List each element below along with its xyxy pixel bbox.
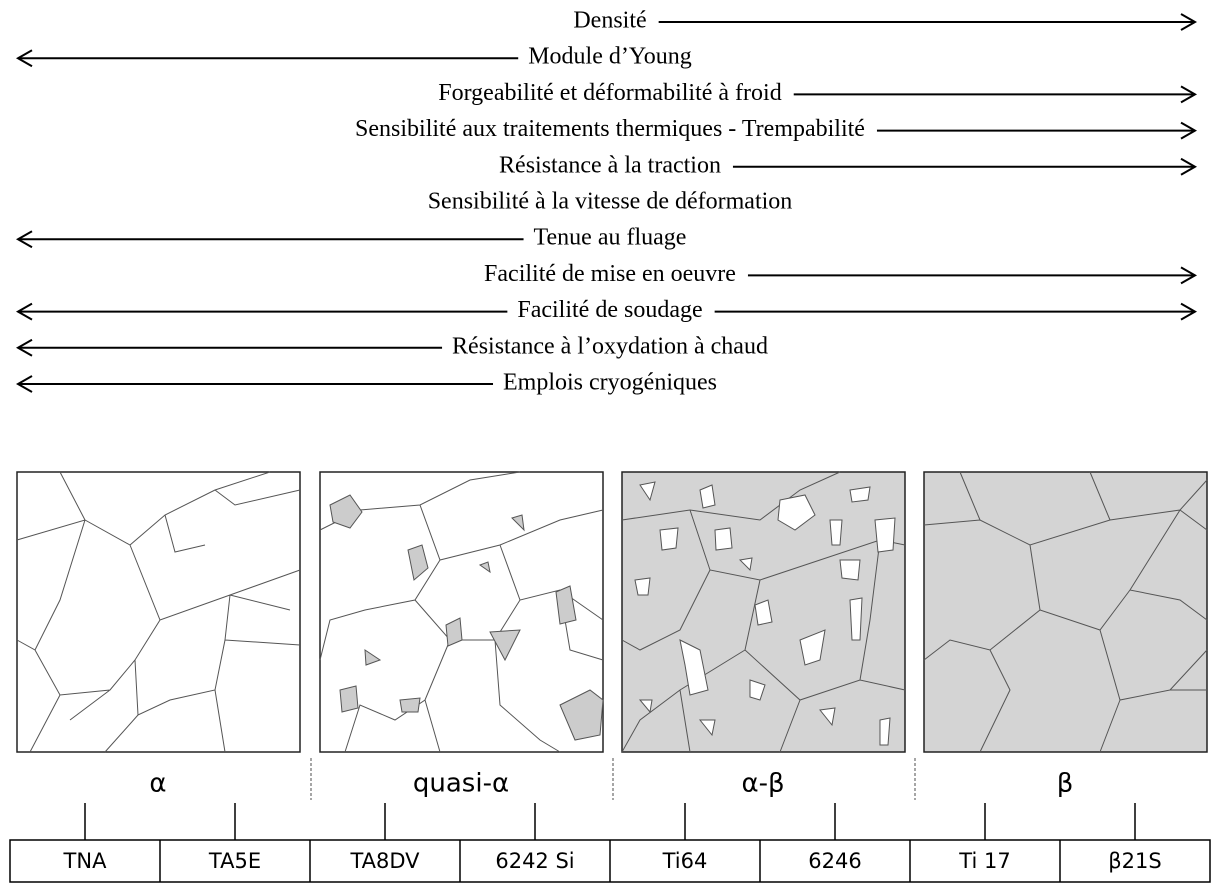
property-label: Tenue au fluage <box>534 225 687 251</box>
alloy-label: TA5E <box>208 849 261 873</box>
arrow-head <box>1180 266 1198 285</box>
arrow-head <box>15 302 33 321</box>
property-label: Résistance à la traction <box>499 152 721 178</box>
arrow-head <box>1180 302 1198 321</box>
arrow-head <box>1180 13 1198 31</box>
property-label: Facilité de mise en oeuvre <box>484 261 736 287</box>
phase-label: β <box>1057 769 1074 799</box>
property-label: Sensibilité à la vitesse de déformation <box>428 189 793 215</box>
panel-quasi-alpha <box>319 471 604 753</box>
arrow-head <box>1180 121 1198 140</box>
separators <box>310 758 916 800</box>
phase-label: α-β <box>741 769 784 799</box>
alloy-label: 6246 <box>808 849 861 873</box>
alloy-label: Ti 17 <box>958 849 1010 873</box>
arrow-head <box>15 230 33 249</box>
property-label: Facilité de soudage <box>517 297 702 323</box>
alloy-label: Ti64 <box>662 849 708 873</box>
property-label: Module d’Young <box>528 44 692 70</box>
property-label: Résistance à l’oxydation à chaud <box>452 333 768 359</box>
property-label: Emplois cryogéniques <box>503 370 717 396</box>
panel-beta <box>923 471 1208 753</box>
property-label: Densité <box>573 8 646 34</box>
phase-label: quasi-α <box>413 769 509 799</box>
alloy-label: TA8DV <box>349 849 420 873</box>
arrow-head <box>15 375 33 393</box>
arrow-head <box>15 338 33 357</box>
arrow-head <box>1180 157 1198 176</box>
phase-label: α <box>149 769 166 799</box>
panel-alpha <box>16 471 301 753</box>
alloy-label: β21S <box>1108 849 1161 873</box>
panel-alpha-beta <box>621 471 906 753</box>
alloy-label: 6242 Si <box>495 849 574 873</box>
property-label: Forgeabilité et déformabilité à froid <box>438 80 781 106</box>
alloy-label: TNA <box>63 849 108 873</box>
arrow-head <box>15 49 33 68</box>
arrow-head <box>1180 85 1198 104</box>
property-label: Sensibilité aux traitements thermiques -… <box>355 116 865 142</box>
